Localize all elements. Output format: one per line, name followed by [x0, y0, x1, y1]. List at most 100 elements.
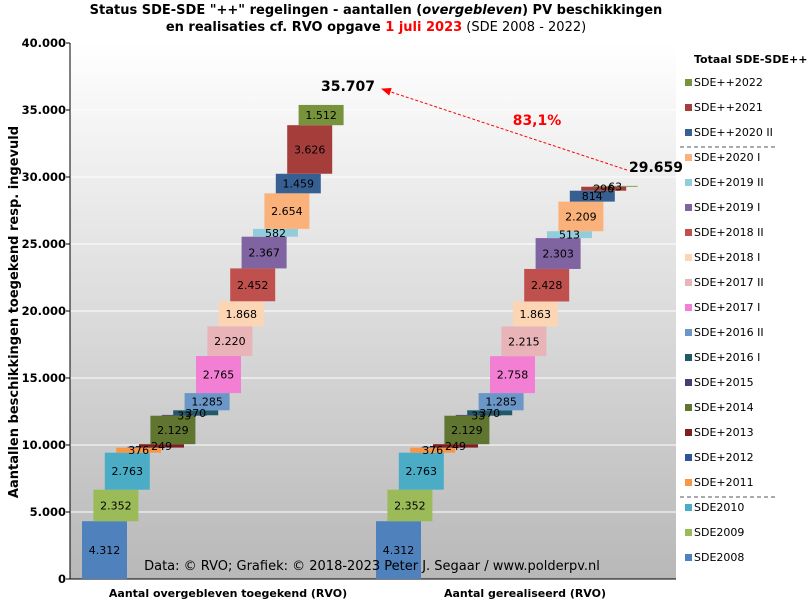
legend-entry: SDE2008 — [694, 551, 744, 564]
legend-entry: SDE2009 — [694, 526, 744, 539]
legend-swatch — [685, 454, 692, 461]
legend-entry: SDE++2021 — [694, 101, 763, 114]
bar-value-label: 1.285 — [485, 396, 517, 409]
total-label-gerealiseerd: 29.659 — [629, 160, 683, 176]
title-part1: Status SDE-SDE "++" regelingen - aantall… — [90, 3, 423, 18]
y-tick-label: 0 — [58, 572, 66, 586]
bar-sde-2019-ii-1 — [547, 231, 592, 239]
bar-value-label: 513 — [559, 229, 580, 242]
legend-swatch — [685, 129, 692, 136]
legend-swatch — [685, 79, 692, 86]
legend-swatch — [685, 254, 692, 261]
bar-value-label: 2.303 — [542, 248, 574, 261]
bar-sde-2015-0 — [161, 414, 207, 416]
bar-value-label: 2.352 — [100, 499, 132, 512]
bar-sde-2019-ii-0 — [253, 228, 298, 237]
total-label-toegekend: 35.707 — [321, 79, 375, 95]
bar-sde-2013-0 — [139, 444, 184, 448]
bar-value-label: 33 — [177, 409, 191, 422]
bar-value-label: 249 — [151, 440, 172, 453]
bar-sde2010-0 — [104, 452, 150, 490]
bar-value-label: 249 — [445, 440, 466, 453]
bar-sde2009-1 — [387, 489, 433, 522]
legend-entry: SDE+2018 I — [694, 251, 760, 264]
title-line2a: en realisaties cf. RVO opgave — [166, 20, 385, 35]
legend-entry: SDE+2013 — [694, 426, 754, 439]
legend-swatch — [685, 204, 692, 211]
bar-value-label: 2.763 — [112, 465, 144, 478]
ratio-arrow — [381, 88, 628, 171]
legend-entry: SDE+2019 I — [694, 201, 760, 214]
bar-sde-2022-1 — [592, 185, 638, 187]
legend-swatch — [685, 504, 692, 511]
legend-swatch — [685, 229, 692, 236]
legend-entry: SDE+2016 I — [694, 351, 760, 364]
bar-sde-2020-ii-0 — [275, 173, 321, 194]
bar-sde-2021-0 — [287, 125, 333, 174]
bar-value-label: 2.654 — [271, 205, 303, 218]
bar-value-label: 296 — [593, 183, 614, 196]
bar-value-label: 2.758 — [497, 369, 529, 382]
bar-sde2008-0 — [82, 521, 127, 579]
title-italic: overgebleven — [422, 3, 522, 18]
x-category-label-0: Aantal overgebleven toegekend (RVO) — [109, 587, 347, 600]
bar-sde-2014-1 — [444, 415, 490, 445]
bar-value-label: 814 — [582, 190, 603, 203]
bar-sde-2017-ii-1 — [501, 326, 547, 357]
bar-sde-2018-ii-1 — [524, 268, 570, 302]
legend-swatch — [685, 404, 692, 411]
y-tick-label: 30.000 — [22, 170, 66, 184]
bar-value-label: 376 — [128, 444, 149, 457]
legend-swatch — [685, 304, 692, 311]
legend: SDE++2022 SDE++2021 SDE++2020 II SDE+2020 I… — [685, 76, 773, 564]
y-tick-label: 10.000 — [22, 438, 66, 452]
bar-sde-2016-i-1 — [467, 410, 513, 416]
y-tick-label: 35.000 — [22, 103, 66, 117]
bar-sde-2022-0 — [298, 104, 344, 126]
bar-sde2008-1 — [376, 521, 421, 579]
legend-entry: SDE+2017 I — [694, 301, 760, 314]
bar-value-label: 2.129 — [157, 424, 189, 437]
bar-value-label: 1.459 — [283, 178, 315, 191]
legend-swatch — [685, 179, 692, 186]
bar-value-label: 1.868 — [226, 308, 258, 321]
bar-value-label: 2.352 — [394, 499, 426, 512]
bar-sde-2020-i-0 — [264, 193, 310, 229]
bar-sde-2018-i-1 — [512, 301, 558, 327]
bar-sde-2021-1 — [581, 186, 627, 191]
legend-swatch — [685, 479, 692, 486]
y-tick-label: 25.000 — [22, 237, 66, 251]
bar-value-label: 2.209 — [565, 210, 597, 223]
bar-sde2010-1 — [398, 452, 444, 490]
title-line2b: (SDE 2008 - 2022) — [462, 20, 586, 35]
bar-sde-2015-1 — [455, 414, 501, 416]
bar-sde-2018-ii-0 — [230, 268, 276, 302]
bar-sde-2018-i-0 — [218, 301, 264, 327]
bar-value-label: 1.512 — [305, 109, 337, 122]
bar-value-label: 376 — [422, 444, 443, 457]
bar-sde-2013-1 — [433, 444, 478, 448]
chart-title-line2: en realisaties cf. RVO opgave 1 juli 202… — [166, 20, 586, 35]
x-category-label-1: Aantal gerealiseerd (RVO) — [444, 587, 606, 600]
legend-swatch — [685, 379, 692, 386]
bar-sde-2019-i-1 — [535, 238, 581, 269]
legend-entry: SDE2010 — [694, 501, 744, 514]
bar-value-label: 2.428 — [531, 279, 563, 292]
title-part2: ) PV beschikkingen — [522, 3, 662, 18]
legend-swatch — [685, 529, 692, 536]
y-tick-label: 40.000 — [22, 36, 66, 50]
bar-sde-2017-i-0 — [196, 356, 241, 394]
bar-sde-2020-i-1 — [558, 201, 604, 232]
bar-value-label: 4.312 — [89, 544, 121, 557]
legend-entry: SDE+2012 — [694, 451, 754, 464]
bar-sde2009-0 — [93, 489, 139, 522]
bar-value-label: 33 — [471, 409, 485, 422]
bar-value-label: 2.215 — [508, 335, 540, 348]
bar-sde-2016-i-0 — [173, 410, 219, 416]
legend-entry: SDE+2015 — [694, 376, 754, 389]
legend-swatch — [685, 429, 692, 436]
bar-value-label: 1.863 — [520, 308, 552, 321]
title-date: 1 juli 2023 — [385, 20, 462, 35]
bar-value-label: 3.626 — [294, 143, 326, 156]
bar-value-label: 2.220 — [214, 335, 246, 348]
